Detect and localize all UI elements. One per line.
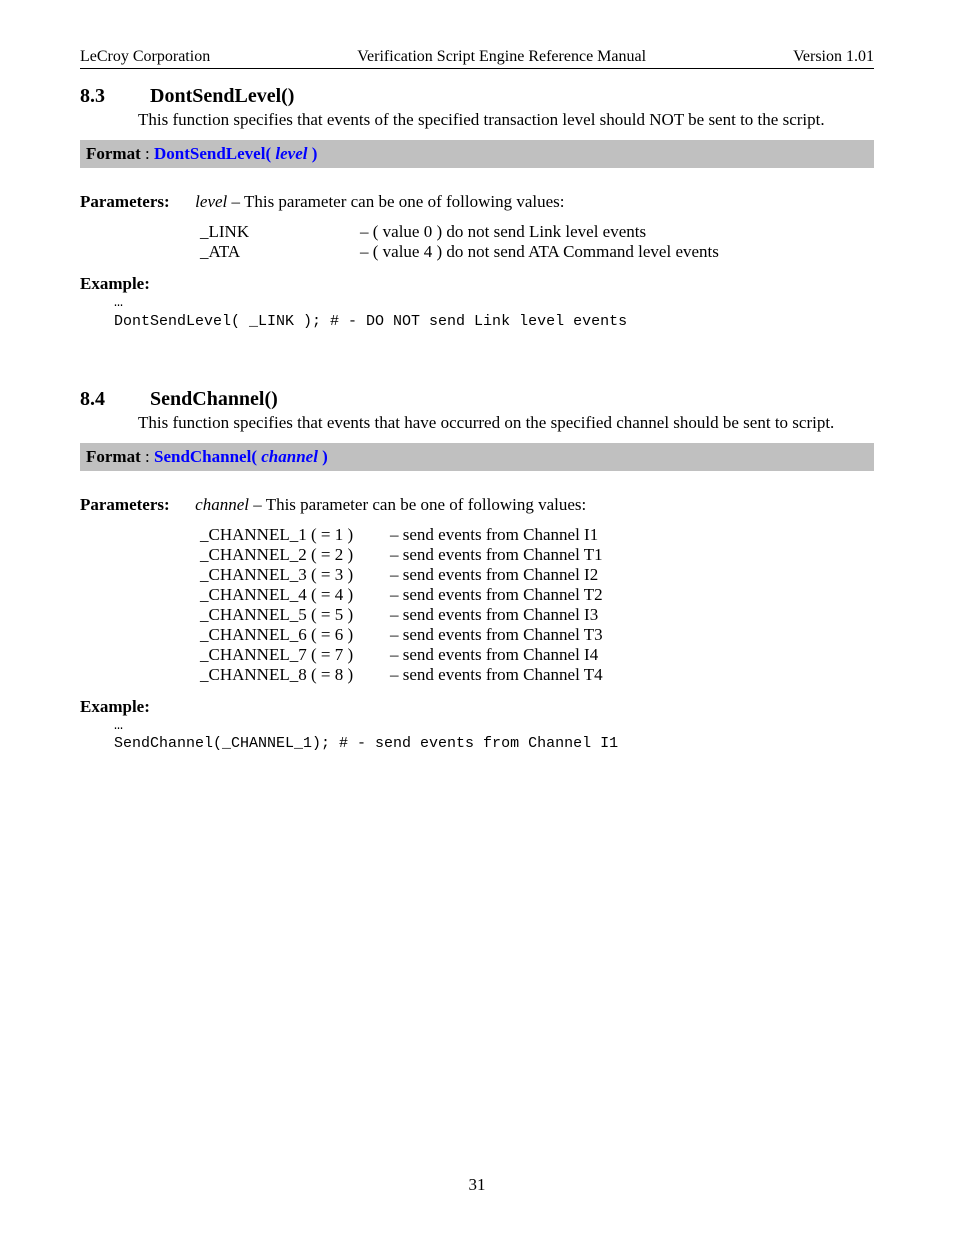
parameter-text: – This parameter can be one of following… xyxy=(249,495,586,514)
format-signature: DontSendLevel( level ) xyxy=(154,144,317,163)
format-signature: SendChannel( channel ) xyxy=(154,447,328,466)
header-left: LeCroy Corporation xyxy=(80,48,210,66)
param-const: _CHANNEL_4 ( = 4 ) xyxy=(200,585,390,605)
param-const: _CHANNEL_8 ( = 8 ) xyxy=(200,665,390,685)
parameters-line-8-3: Parameters: level – This parameter can b… xyxy=(80,192,874,212)
code-line: DontSendLevel( _LINK ); # - DO NOT send … xyxy=(114,313,627,330)
param-desc: – send events from Channel T3 xyxy=(390,625,603,645)
param-const: _CHANNEL_6 ( = 6 ) xyxy=(200,625,390,645)
parameter-name: channel xyxy=(195,495,249,514)
parameters-line-8-4: Parameters: channel – This parameter can… xyxy=(80,495,874,515)
format-box-8-4: Format : SendChannel( channel ) xyxy=(80,443,874,471)
parameters-label: Parameters: xyxy=(80,192,170,211)
param-row: _CHANNEL_3 ( = 3 )– send events from Cha… xyxy=(200,565,874,585)
param-desc: – ( value 0 ) do not send Link level eve… xyxy=(360,222,646,242)
section-desc-text: This function specifies that events that… xyxy=(138,413,834,432)
param-const: _CHANNEL_2 ( = 2 ) xyxy=(200,545,390,565)
param-row: _ATA – ( value 4 ) do not send ATA Comma… xyxy=(200,242,874,262)
format-close: ) xyxy=(312,144,318,163)
format-close: ) xyxy=(322,447,328,466)
colon: : xyxy=(145,447,154,466)
param-values-8-4: _CHANNEL_1 ( = 1 )– send events from Cha… xyxy=(80,525,874,685)
code-line: … xyxy=(114,294,123,311)
code-line: SendChannel(_CHANNEL_1); # - send events… xyxy=(114,735,618,752)
param-values-8-3: _LINK – ( value 0 ) do not send Link lev… xyxy=(80,222,874,262)
param-desc: – send events from Channel I3 xyxy=(390,605,598,625)
format-func: DontSendLevel( xyxy=(154,144,271,163)
param-row: _CHANNEL_8 ( = 8 )– send events from Cha… xyxy=(200,665,874,685)
section-title: SendChannel() xyxy=(150,388,278,410)
param-row: _LINK – ( value 0 ) do not send Link lev… xyxy=(200,222,874,242)
format-box-8-3: Format : DontSendLevel( level ) xyxy=(80,140,874,168)
param-row: _CHANNEL_6 ( = 6 )– send events from Cha… xyxy=(200,625,874,645)
section-title: DontSendLevel() xyxy=(150,85,294,107)
param-const: _CHANNEL_3 ( = 3 ) xyxy=(200,565,390,585)
page: LeCroy Corporation Verification Script E… xyxy=(0,0,954,1235)
parameters-label: Parameters: xyxy=(80,495,170,514)
section-heading-8-3: 8.3DontSendLevel() xyxy=(80,85,874,108)
param-desc: – send events from Channel T2 xyxy=(390,585,603,605)
format-param: channel xyxy=(257,447,322,466)
format-param: level xyxy=(271,144,312,163)
param-row: _CHANNEL_5 ( = 5 )– send events from Cha… xyxy=(200,605,874,625)
section-desc: This function specifies that events of t… xyxy=(138,110,874,130)
param-const: _CHANNEL_5 ( = 5 ) xyxy=(200,605,390,625)
param-desc: – send events from Channel T4 xyxy=(390,665,603,685)
colon: : xyxy=(145,144,154,163)
parameter-name: level xyxy=(195,192,227,211)
param-row: _CHANNEL_4 ( = 4 )– send events from Cha… xyxy=(200,585,874,605)
param-const: _LINK xyxy=(200,222,360,242)
example-code-8-4: … SendChannel(_CHANNEL_1); # - send even… xyxy=(114,717,874,755)
example-code-8-3: … DontSendLevel( _LINK ); # - DO NOT sen… xyxy=(114,294,874,332)
section-desc: This function specifies that events that… xyxy=(138,413,874,433)
page-header: LeCroy Corporation Verification Script E… xyxy=(80,48,874,69)
param-row: _CHANNEL_2 ( = 2 )– send events from Cha… xyxy=(200,545,874,565)
format-func: SendChannel( xyxy=(154,447,257,466)
section-heading-8-4: 8.4SendChannel() xyxy=(80,388,874,411)
parameter-text: – This parameter can be one of following… xyxy=(227,192,564,211)
param-const: _CHANNEL_1 ( = 1 ) xyxy=(200,525,390,545)
param-desc: – send events from Channel T1 xyxy=(390,545,603,565)
example-label-8-4: Example: xyxy=(80,697,874,717)
section-number: 8.4 xyxy=(80,388,150,411)
code-line: … xyxy=(114,717,123,734)
param-desc: – send events from Channel I4 xyxy=(390,645,598,665)
format-label: Format xyxy=(86,144,141,163)
format-label: Format xyxy=(86,447,141,466)
param-row: _CHANNEL_7 ( = 7 )– send events from Cha… xyxy=(200,645,874,665)
param-desc: – ( value 4 ) do not send ATA Command le… xyxy=(360,242,719,262)
header-center: Verification Script Engine Reference Man… xyxy=(357,48,646,66)
param-desc: – send events from Channel I1 xyxy=(390,525,598,545)
example-label-8-3: Example: xyxy=(80,274,874,294)
param-const: _CHANNEL_7 ( = 7 ) xyxy=(200,645,390,665)
page-number: 31 xyxy=(0,1175,954,1195)
param-const: _ATA xyxy=(200,242,360,262)
param-row: _CHANNEL_1 ( = 1 )– send events from Cha… xyxy=(200,525,874,545)
section-number: 8.3 xyxy=(80,85,150,108)
header-right: Version 1.01 xyxy=(793,48,874,66)
param-desc: – send events from Channel I2 xyxy=(390,565,598,585)
